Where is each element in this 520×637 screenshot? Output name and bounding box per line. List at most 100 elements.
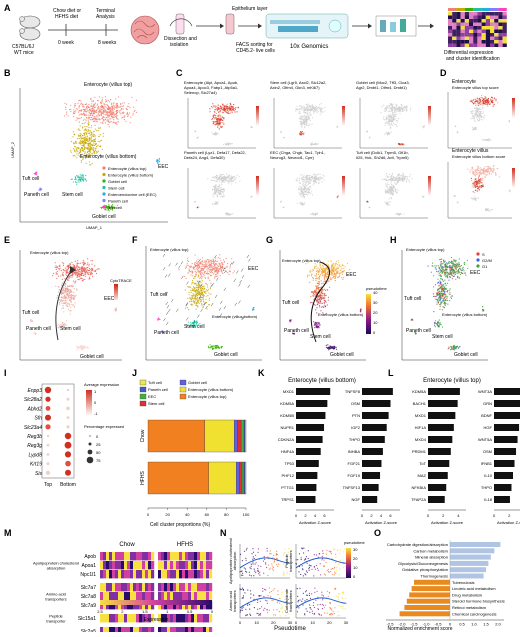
m-cell — [194, 592, 197, 600]
c-colorbar — [342, 176, 345, 196]
velocity-arrow — [240, 280, 242, 283]
arrow-2-head — [258, 24, 262, 29]
m-cell — [118, 561, 121, 569]
j-tick-label: 80 — [224, 512, 229, 517]
m-scale-tick: 0.5 — [187, 609, 193, 614]
o-bar-chart: Carbohydrate digestion/absorptionCarbon … — [386, 540, 505, 627]
velocity-arrow — [248, 285, 250, 288]
bar-gene-label: HNF4A — [281, 449, 294, 454]
j-legend-label: Enterocyte (villus top) — [188, 394, 227, 399]
bar — [494, 496, 510, 503]
e-label-stem: Stem cell — [60, 326, 81, 332]
m-cell — [164, 592, 167, 600]
i-pct-tick: 25 — [96, 442, 101, 447]
m-cell — [121, 583, 124, 591]
m-cell — [203, 552, 206, 560]
m-cell — [188, 561, 191, 569]
bar — [428, 388, 460, 395]
panel-l-letter: L — [388, 368, 394, 378]
i-avg-tick: 0 — [94, 400, 97, 405]
m-cell — [179, 570, 182, 578]
m-cell — [106, 627, 109, 632]
m-cell — [148, 561, 151, 569]
m-cell — [151, 561, 154, 569]
tube-icon — [170, 14, 234, 34]
b-legend-label: Stem cell — [108, 185, 125, 190]
bar-gene-label: KDM5B — [280, 413, 294, 418]
o-tick: 1.5 — [483, 622, 489, 627]
g-label-tuft: Tuft cell — [282, 300, 299, 306]
velocity-arrow — [216, 278, 218, 281]
m-cell — [109, 552, 112, 560]
i-dot-bottom — [66, 425, 69, 428]
m-cell — [148, 552, 151, 560]
m-cell — [173, 614, 176, 622]
c-colorbar — [256, 176, 259, 196]
c-colorbar — [428, 176, 431, 196]
m-cell — [158, 570, 161, 578]
i-avg-ticks: 10-1 — [94, 389, 98, 416]
b-legend-label: Enteroendocrine cell (EEC) — [108, 192, 157, 197]
m-cell — [112, 570, 115, 578]
i-dot-bottom — [65, 442, 72, 449]
velocity-arrow — [235, 303, 237, 306]
m-cell — [167, 627, 170, 632]
velocity-arrow — [166, 302, 168, 305]
m-cell — [161, 583, 164, 591]
velocity-arrow — [166, 322, 168, 325]
panel-d: D Enterocyte Enterocyte villus top score… — [440, 68, 515, 218]
m-cell — [194, 614, 197, 622]
m-cell — [197, 570, 200, 578]
bar-gene-label: PTN — [352, 413, 360, 418]
b-label-top: Enterocyte (villus top) — [84, 82, 132, 88]
g-colorbar — [366, 294, 371, 334]
m-cell — [182, 614, 185, 622]
j-legend-swatch — [140, 394, 146, 399]
bar-gene-label: OSM — [483, 449, 492, 454]
m-cell — [148, 570, 151, 578]
m-cell — [206, 583, 209, 591]
b-label-eec: EEC — [158, 164, 169, 170]
j-tick-label: 0 — [147, 512, 150, 517]
score-plot — [454, 165, 511, 212]
m-cell — [121, 552, 124, 560]
m-cell — [103, 614, 106, 622]
m-cell — [106, 552, 109, 560]
m-cell — [100, 583, 103, 591]
n-subplot — [295, 548, 346, 577]
bar-gene-label: PTTG1 — [281, 485, 295, 490]
bar-tick: 6 — [389, 513, 392, 518]
m-cell — [127, 561, 130, 569]
m-group-label: HFHS — [177, 542, 193, 548]
m-cell — [209, 583, 212, 591]
j-bar-segment — [245, 420, 246, 452]
j-legend-label: Paneth cell — [148, 387, 168, 392]
o-tick: 0.5 — [459, 622, 465, 627]
o-bar — [450, 567, 486, 572]
m-cell — [170, 561, 173, 569]
m-cell — [170, 583, 173, 591]
i-pct-dot — [89, 435, 90, 436]
m-cell — [185, 570, 188, 578]
m-cell — [203, 561, 206, 569]
m-cell — [142, 561, 145, 569]
bar-tick: 0 — [427, 513, 430, 518]
m-cell — [103, 627, 106, 632]
n-tick: 0 — [353, 574, 356, 579]
e-label-goblet: Goblet cell — [80, 354, 104, 360]
m-cell — [188, 583, 191, 591]
o-term-label: Tuberculosis — [452, 580, 475, 585]
n-tick: 20 — [353, 556, 358, 561]
m-gene-label: Slc7a9 — [81, 603, 97, 609]
m-cell — [200, 592, 203, 600]
velocity-arrow — [171, 299, 173, 302]
e-label-tuft: Tuft cell — [22, 310, 39, 316]
m-cell — [200, 614, 203, 622]
m-cell — [176, 614, 179, 622]
n-tick: 10 — [353, 565, 358, 570]
j-bar-segment — [148, 462, 209, 494]
m-cell — [191, 552, 194, 560]
velocity-arrow — [239, 283, 241, 286]
m-cell — [158, 583, 161, 591]
